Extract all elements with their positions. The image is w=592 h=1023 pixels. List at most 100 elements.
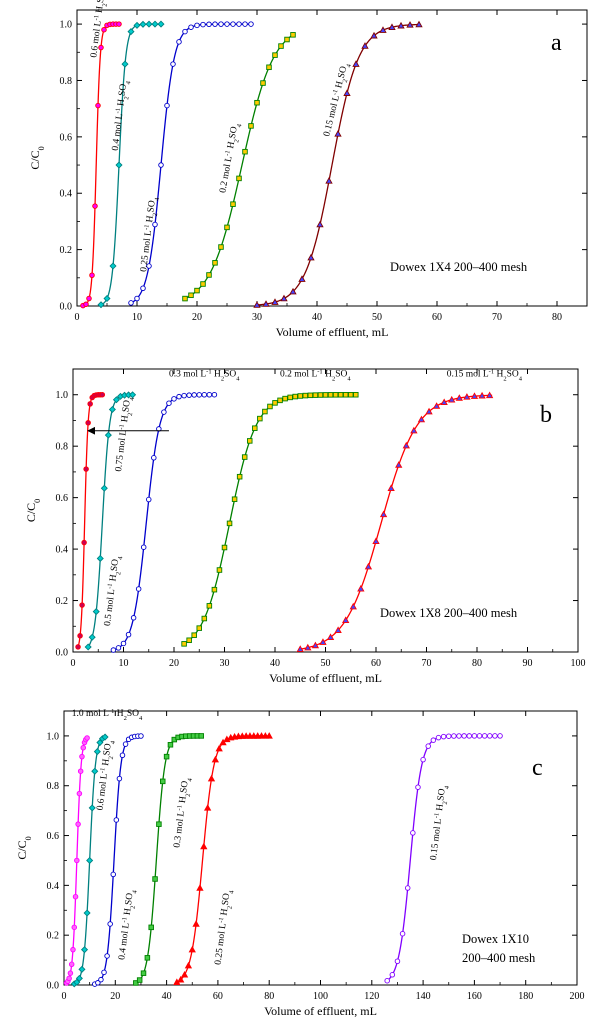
data-point [200,21,206,28]
data-point [188,945,196,953]
data-point [337,392,344,398]
y-tick-label: 0.0 [60,302,73,313]
x-axis-title: Volume of effluent, mL [276,325,389,339]
data-point [119,752,126,758]
data-point [115,645,122,651]
data-point [289,287,297,295]
data-point [432,402,441,409]
data-point [98,44,104,51]
data-point [95,980,101,986]
panel-letter: a [551,30,562,56]
series-label: 0.2 mol L-1 H2SO4 [280,368,351,382]
data-point [440,733,447,740]
y-tick-label: 0.8 [47,781,60,792]
data-point [75,974,83,982]
data-point [101,733,109,741]
data-point [196,625,202,631]
data-point [410,426,418,434]
y-tick-label: 1.0 [47,731,60,742]
data-point [410,830,416,836]
x-tick-label: 0 [75,312,80,323]
series-label: 0.2 mol L-1 H2SO4 [217,122,243,195]
data-point [194,22,200,29]
data-point [379,26,387,33]
x-tick-label: 60 [213,991,223,1002]
data-point [420,756,426,763]
data-point [67,970,74,976]
x-axis-title: Volume of effluent, mL [264,1004,377,1018]
x-tick-label: 60 [371,658,381,669]
resin-annotation-line: Dowex 1X10 [462,932,529,946]
y-tick-label: 0.6 [60,132,73,143]
data-point [68,961,75,968]
data-point [181,641,187,647]
data-point [116,21,122,27]
x-tick-label: 20 [192,312,202,323]
data-point [307,253,315,261]
data-point [167,742,174,748]
series-1: 0.5 mol L-1 H2SO4 [84,391,137,651]
series-4: 0.15 mol L-1 H2SO4 [296,368,523,652]
series-0: 0.6 mol L-1 H2SO4 [80,0,122,309]
data-point [361,42,369,49]
data-point [242,148,248,155]
data-point [107,921,113,927]
data-point [160,778,166,785]
data-point [342,616,350,624]
y-axis-title: C/C0 [15,836,33,859]
data-point [224,21,230,27]
data-point [236,473,243,480]
data-point [435,734,442,741]
data-point [296,645,304,652]
data-point [399,930,406,937]
x-tick-label: 10 [132,312,142,323]
series-label: 0.15 mol L-1 H2SO4 [447,368,523,382]
x-tick-label: 20 [169,658,179,669]
data-point [200,281,206,287]
series-line [100,23,161,306]
chart-panel-c: 0 20 40 60 80 100 120 140 160 180 200 0.0 0.2 0.4 0.6 0… [15,707,585,1018]
data-point [112,396,120,404]
data-point [317,392,324,398]
x-tick-label: 20 [110,991,120,1002]
data-point [133,21,141,29]
data-point [184,961,193,969]
data-point [164,102,170,109]
data-point [196,884,204,891]
data-point [139,20,147,28]
data-point [188,24,194,30]
data-point [145,20,153,28]
data-point [166,400,172,406]
data-point [122,741,129,747]
data-point [307,392,314,399]
data-point [342,392,349,398]
data-point [133,980,139,986]
resin-annotation-line: 200–400 mesh [462,951,536,965]
x-tick-label: 120 [364,991,379,1002]
data-point [201,392,208,398]
data-point [470,392,479,399]
data-point [298,275,306,282]
data-point [98,976,104,983]
data-point [388,23,396,30]
data-point [471,733,478,739]
data-point [81,539,87,546]
data-point [481,733,488,739]
data-point [157,20,165,28]
data-point [211,586,218,593]
data-point [456,733,462,739]
data-point [218,244,224,250]
data-point [206,391,213,398]
data-point [207,774,216,782]
data-point [262,300,270,307]
data-point [395,461,403,468]
data-point [260,80,266,86]
data-point [128,300,134,306]
data-point [332,392,339,398]
data-point [230,201,236,207]
resin-annotation: Dowex 1X4 200–400 mesh [390,260,528,274]
data-point [302,392,309,399]
chart-panel-a: 0 10 20 30 40 50 60 70 80 0.0 0.2 0.4 0.6 0.8 1.0 Volum… [28,0,588,339]
x-tick-label: 50 [321,658,331,669]
series-3: 0.2 mol L-1 H2SO4 [182,32,296,302]
